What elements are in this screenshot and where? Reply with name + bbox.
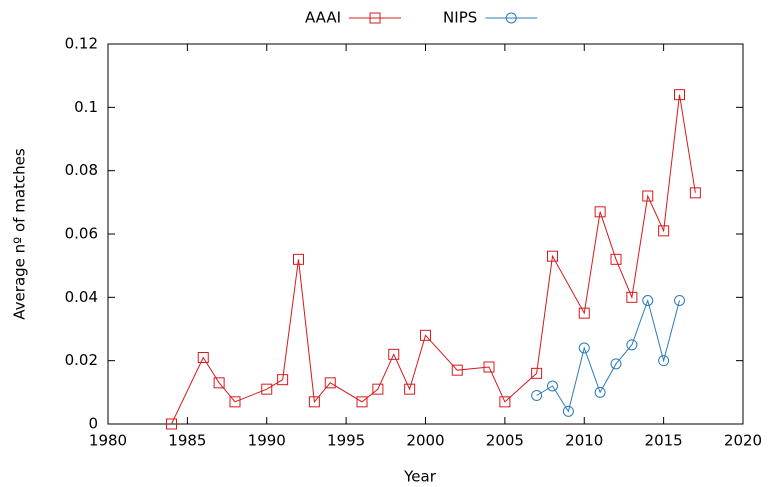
series-line	[536, 298, 680, 413]
marker	[277, 374, 289, 386]
marker	[404, 383, 416, 395]
marker	[324, 377, 336, 389]
marker	[674, 295, 685, 306]
series-line	[171, 94, 696, 425]
legend-label: NIPS	[443, 9, 477, 27]
marker	[658, 225, 670, 237]
marker	[610, 358, 622, 370]
marker	[547, 380, 558, 392]
y-tick-label: 0.08	[65, 161, 98, 179]
marker	[658, 355, 670, 367]
marker	[369, 12, 381, 24]
marker	[562, 405, 574, 417]
marker	[261, 383, 273, 395]
marker	[308, 396, 320, 408]
x-tick-label: 2020	[724, 432, 762, 450]
marker	[531, 367, 543, 379]
x-tick-label: 1990	[248, 432, 286, 450]
x-tick-label: 1980	[89, 432, 127, 450]
marker	[547, 250, 558, 262]
marker	[505, 12, 517, 24]
x-tick-label: 2005	[486, 432, 524, 450]
marker	[229, 396, 241, 408]
marker	[642, 295, 654, 306]
marker	[594, 206, 606, 218]
marker	[626, 339, 638, 351]
marker	[610, 253, 622, 265]
marker	[388, 348, 400, 360]
marker	[499, 396, 511, 408]
y-axis-label: Average nº of matches	[11, 148, 29, 320]
y-tick-label: 0.06	[65, 225, 98, 243]
legend-label: AAAI	[305, 9, 341, 27]
x-tick-label: 1995	[327, 432, 365, 450]
marker	[483, 361, 495, 373]
marker	[293, 253, 304, 265]
marker	[356, 396, 368, 408]
marker	[420, 329, 431, 341]
marker	[626, 291, 638, 303]
marker	[213, 377, 225, 389]
marker	[594, 386, 606, 398]
marker	[642, 190, 654, 202]
x-tick-label: 2010	[565, 432, 603, 450]
marker	[578, 307, 590, 319]
y-tick-label: 0.04	[65, 288, 98, 306]
y-tick-label: 0.12	[65, 35, 98, 53]
y-tick-label: 0.1	[74, 98, 98, 116]
marker	[372, 383, 384, 395]
x-tick-label: 2015	[645, 432, 683, 450]
y-tick-label: 0.02	[65, 351, 98, 369]
x-axis-label: Year	[403, 468, 437, 486]
marker	[197, 352, 209, 363]
marker	[531, 390, 543, 401]
plot-border	[107, 43, 744, 425]
marker	[166, 418, 177, 430]
y-tick-label: 0	[88, 415, 98, 433]
marker	[674, 89, 685, 101]
x-tick-label: 2000	[406, 432, 444, 450]
x-tick-label: 1985	[168, 432, 206, 450]
marker	[689, 187, 701, 199]
marker	[578, 342, 590, 354]
marker	[451, 364, 463, 376]
